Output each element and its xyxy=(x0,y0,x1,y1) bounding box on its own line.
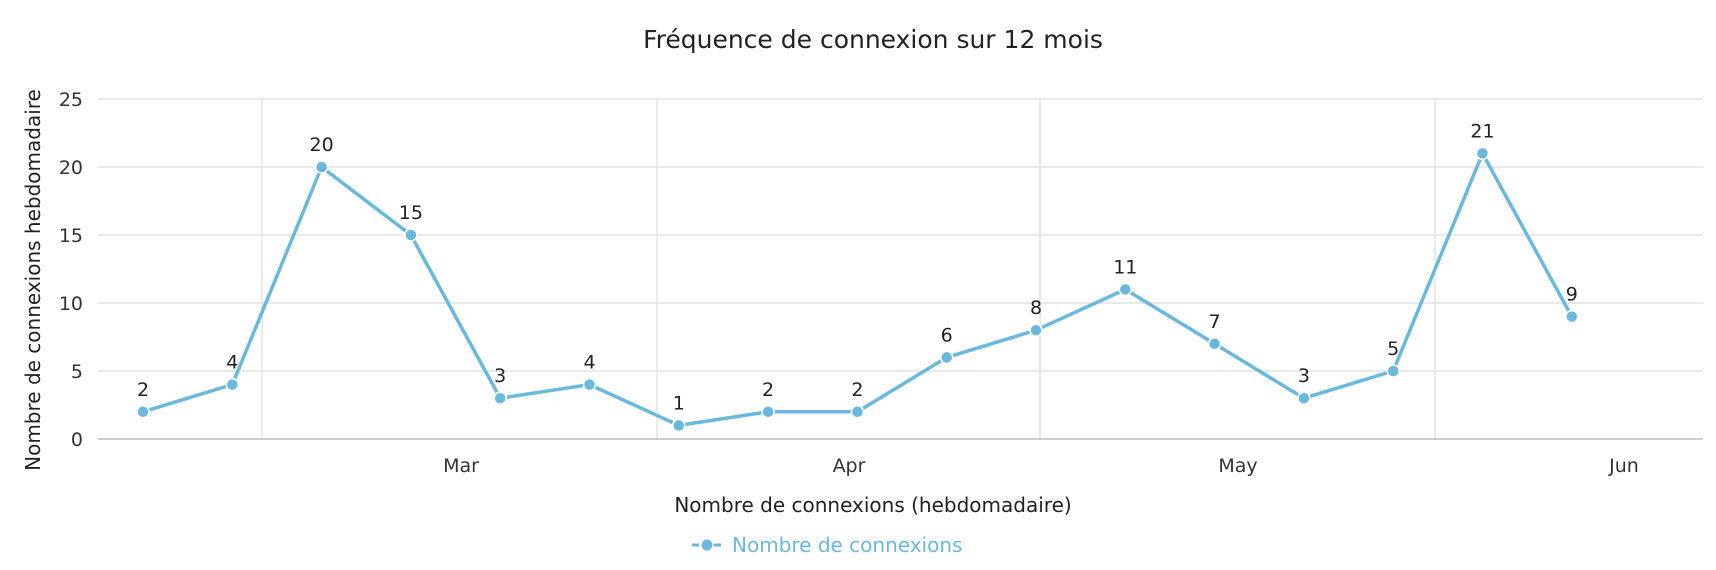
data-label: 15 xyxy=(399,202,423,224)
vertical-gridlines xyxy=(261,99,1436,439)
x-tick-label-mar: Mar xyxy=(443,455,479,477)
data-label: 3 xyxy=(1298,365,1310,387)
y-axis-ticks: 0 5 10 15 20 25 xyxy=(59,89,83,451)
y-tick-label: 5 xyxy=(71,361,83,383)
data-label: 6 xyxy=(941,324,953,346)
y-tick-label: 0 xyxy=(71,429,83,451)
x-axis-label: Nombre de connexions (hebdomadaire) xyxy=(674,493,1071,517)
data-point[interactable] xyxy=(672,418,686,433)
data-point[interactable] xyxy=(493,391,507,405)
data-label: 2 xyxy=(851,379,863,401)
data-point[interactable] xyxy=(939,350,954,365)
legend[interactable]: Nombre de connexions xyxy=(692,533,962,557)
data-label: 1 xyxy=(673,392,685,414)
legend-series-marker-icon xyxy=(701,539,713,551)
data-point[interactable] xyxy=(1207,337,1222,351)
data-label: 11 xyxy=(1113,256,1137,278)
data-point[interactable] xyxy=(1118,282,1133,297)
data-label: 2 xyxy=(762,379,774,401)
series-group xyxy=(136,146,1579,433)
data-point[interactable] xyxy=(1565,309,1579,324)
data-label: 20 xyxy=(310,134,334,156)
data-point[interactable] xyxy=(1297,391,1311,405)
data-point[interactable] xyxy=(1386,364,1400,378)
data-label: 7 xyxy=(1209,311,1221,333)
data-label: 4 xyxy=(226,352,238,374)
data-point[interactable] xyxy=(404,228,418,242)
horizontal-gridlines xyxy=(98,98,1703,372)
data-label: 5 xyxy=(1387,338,1399,360)
x-tick-label-may: May xyxy=(1218,455,1257,477)
data-point[interactable] xyxy=(582,377,597,392)
legend-series-label: Nombre de connexions xyxy=(732,533,962,557)
data-label: 4 xyxy=(583,352,595,374)
y-tick-label: 20 xyxy=(59,157,83,179)
data-label: 21 xyxy=(1470,120,1494,142)
y-tick-label: 25 xyxy=(59,89,83,111)
data-labels: 2 4 20 15 3 4 1 2 2 6 8 11 7 3 5 21 9 xyxy=(137,120,1578,414)
x-tick-label-apr: Apr xyxy=(833,455,866,477)
data-label: 3 xyxy=(494,365,506,387)
data-point[interactable] xyxy=(136,405,150,419)
y-tick-label: 15 xyxy=(59,225,83,247)
x-axis-ticks: Mar Apr May Jun xyxy=(443,455,1639,477)
data-point[interactable] xyxy=(1475,146,1490,161)
chart-title: Fréquence de connexion sur 12 mois xyxy=(643,25,1103,54)
data-point[interactable] xyxy=(314,160,329,174)
data-label: 2 xyxy=(137,379,149,401)
data-label: 8 xyxy=(1030,297,1042,319)
y-tick-label: 10 xyxy=(59,293,83,315)
data-point[interactable] xyxy=(761,405,775,419)
data-point[interactable] xyxy=(850,405,865,419)
y-axis-label: Nombre de connexions hebdomadaire xyxy=(21,89,45,471)
data-point[interactable] xyxy=(225,377,240,392)
data-point[interactable] xyxy=(1029,323,1043,337)
x-tick-label-jun: Jun xyxy=(1608,455,1639,477)
data-label: 9 xyxy=(1566,284,1578,306)
